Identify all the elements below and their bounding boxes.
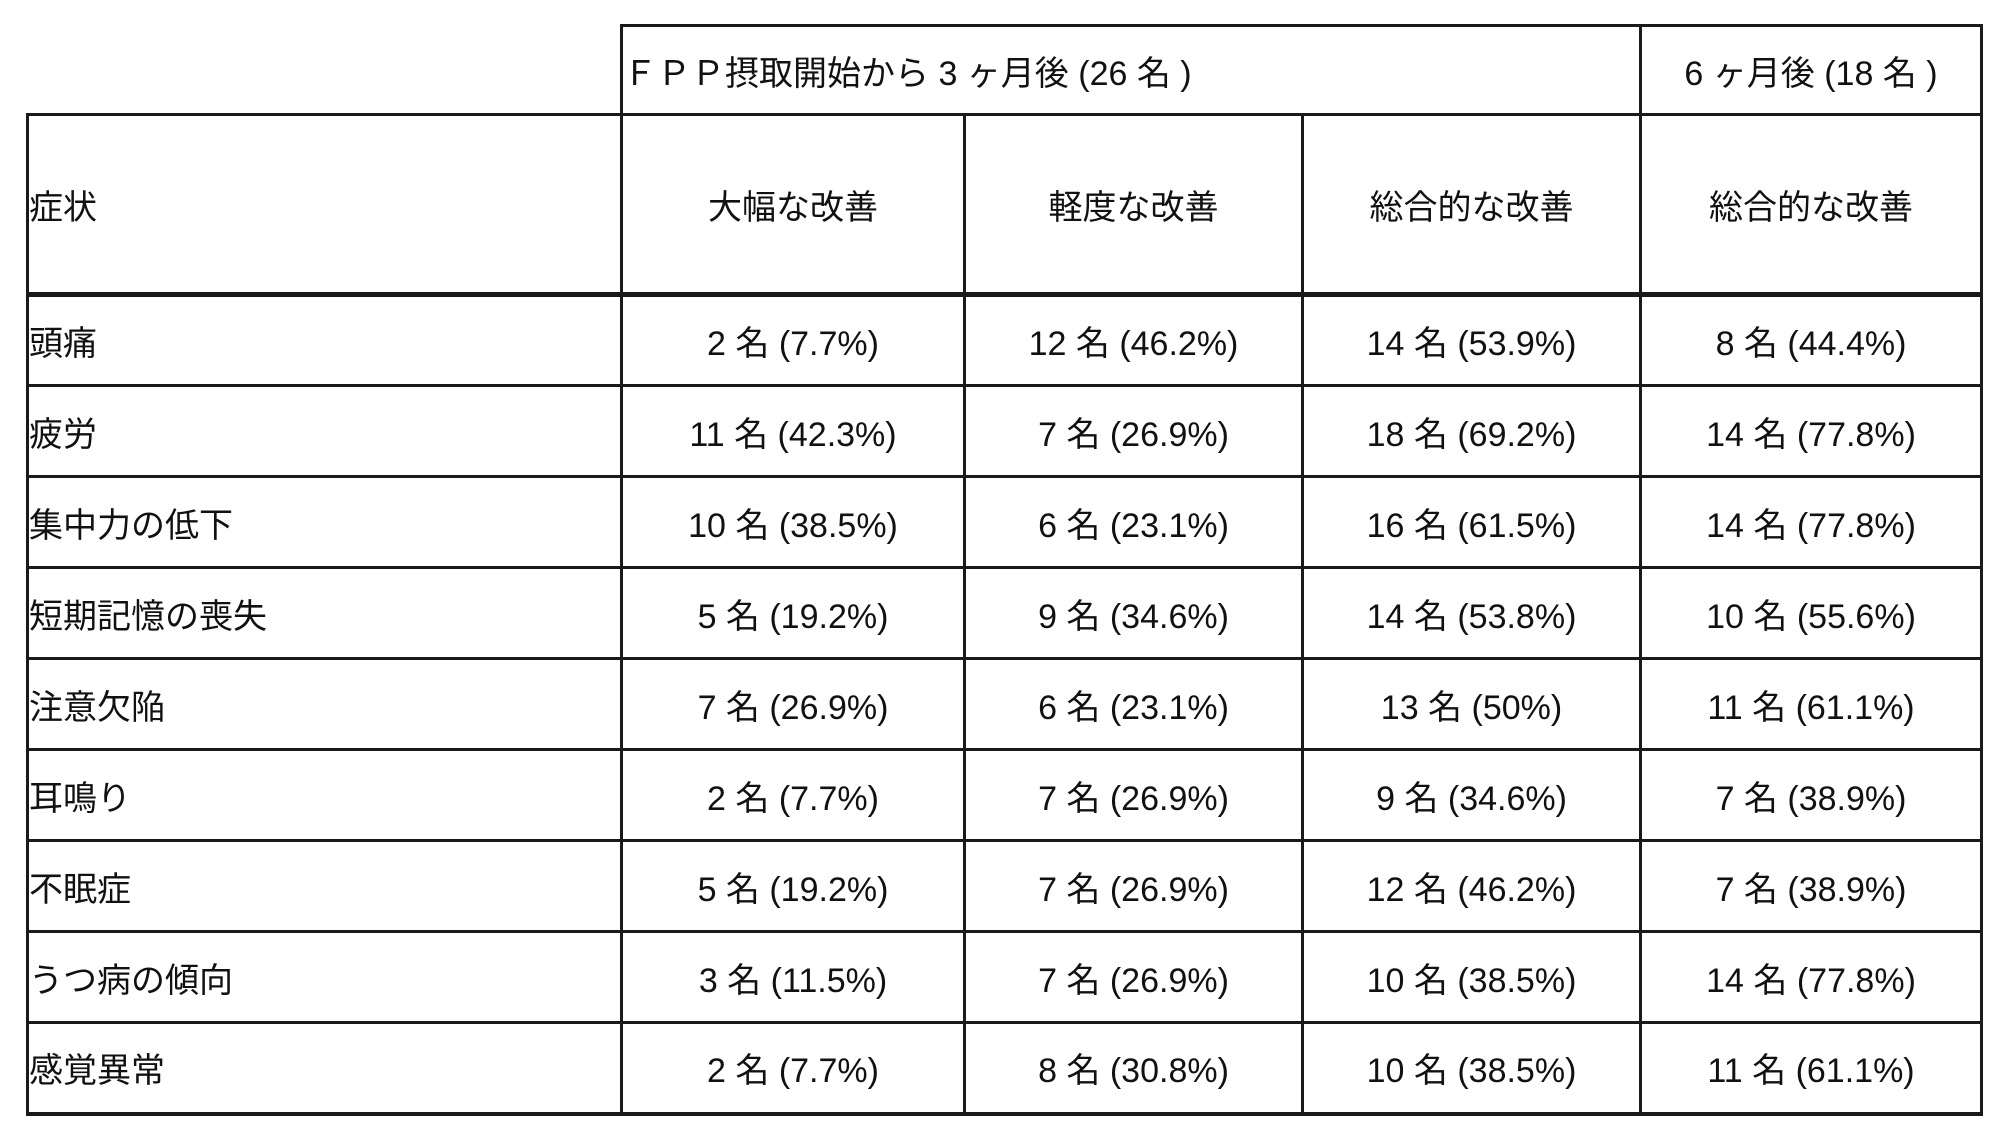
column-header-row: 症状 大幅な改善 軽度な改善 総合的な改善 総合的な改善 <box>26 113 1984 297</box>
value-cell: 12 名 (46.2%) <box>963 293 1304 387</box>
symptom-cell: 感覚異常 <box>26 1021 623 1115</box>
value-cell: 14 名 (77.8%) <box>1639 475 1984 569</box>
value-cell: 14 名 (77.8%) <box>1639 930 1984 1024</box>
table-row-fatigue: 疲労 11 名 (42.3%) 7 名 (26.9%) 18 名 (69.2%)… <box>26 384 1984 478</box>
symptom-cell: 耳鳴り <box>26 748 623 842</box>
value-cell: 16 名 (61.5%) <box>1300 475 1643 569</box>
symptom-cell: 疲労 <box>26 384 623 478</box>
value-cell: 10 名 (38.5%) <box>1300 1021 1643 1115</box>
value-cell: 7 名 (26.9%) <box>620 657 966 751</box>
value-cell: 9 名 (34.6%) <box>1300 748 1643 842</box>
col-header-symptom: 症状 <box>26 113 623 297</box>
col-header-overall-improvement-3m: 総合的な改善 <box>1300 113 1643 297</box>
blank-corner-cell <box>27 25 622 115</box>
value-cell: 11 名 (42.3%) <box>620 384 966 478</box>
col-header-mild-improvement: 軽度な改善 <box>963 113 1304 297</box>
value-cell: 14 名 (53.9%) <box>1300 293 1643 387</box>
top-header-row: ＦＰＰ摂取開始から 3 ヶ月後 (26 名 ) 6 ヶ月後 (18 名 ) <box>27 24 1984 116</box>
value-cell: 8 名 (44.4%) <box>1639 293 1984 387</box>
value-cell: 6 名 (23.1%) <box>963 475 1304 569</box>
value-cell: 11 名 (61.1%) <box>1639 657 1984 751</box>
value-cell: 2 名 (7.7%) <box>620 293 966 387</box>
value-cell: 7 名 (38.9%) <box>1639 839 1984 933</box>
table-row-depression: うつ病の傾向 3 名 (11.5%) 7 名 (26.9%) 10 名 (38.… <box>26 930 1984 1024</box>
table-row-paresthesia: 感覚異常 2 名 (7.7%) 8 名 (30.8%) 10 名 (38.5%)… <box>26 1021 1984 1115</box>
table-row-attention-deficit: 注意欠陥 7 名 (26.9%) 6 名 (23.1%) 13 名 (50%) … <box>26 657 1984 751</box>
col-header-overall-improvement-6m: 総合的な改善 <box>1639 113 1984 297</box>
col-header-major-improvement: 大幅な改善 <box>620 113 966 297</box>
value-cell: 7 名 (26.9%) <box>963 384 1304 478</box>
table-row-insomnia: 不眠症 5 名 (19.2%) 7 名 (26.9%) 12 名 (46.2%)… <box>26 839 1984 933</box>
table-row-memory-loss: 短期記憶の喪失 5 名 (19.2%) 9 名 (34.6%) 14 名 (53… <box>26 566 1984 660</box>
symptom-cell: 不眠症 <box>26 839 623 933</box>
top-header-3month: ＦＰＰ摂取開始から 3 ヶ月後 (26 名 ) <box>619 24 1643 116</box>
value-cell: 2 名 (7.7%) <box>620 1021 966 1115</box>
value-cell: 5 名 (19.2%) <box>620 566 966 660</box>
value-cell: 10 名 (38.5%) <box>620 475 966 569</box>
table-row-concentration: 集中力の低下 10 名 (38.5%) 6 名 (23.1%) 16 名 (61… <box>26 475 1984 569</box>
symptom-cell: 注意欠陥 <box>26 657 623 751</box>
value-cell: 13 名 (50%) <box>1300 657 1643 751</box>
value-cell: 9 名 (34.6%) <box>963 566 1304 660</box>
value-cell: 10 名 (38.5%) <box>1300 930 1643 1024</box>
symptom-cell: 頭痛 <box>26 293 623 387</box>
top-header-6month: 6 ヶ月後 (18 名 ) <box>1639 24 1984 116</box>
symptom-cell: 短期記憶の喪失 <box>26 566 623 660</box>
value-cell: 14 名 (53.8%) <box>1300 566 1643 660</box>
value-cell: 12 名 (46.2%) <box>1300 839 1643 933</box>
value-cell: 7 名 (26.9%) <box>963 839 1304 933</box>
value-cell: 7 名 (26.9%) <box>963 930 1304 1024</box>
value-cell: 6 名 (23.1%) <box>963 657 1304 751</box>
value-cell: 7 名 (38.9%) <box>1639 748 1984 842</box>
symptom-cell: 集中力の低下 <box>26 475 623 569</box>
value-cell: 8 名 (30.8%) <box>963 1021 1304 1115</box>
table-row-headache: 頭痛 2 名 (7.7%) 12 名 (46.2%) 14 名 (53.9%) … <box>26 293 1984 387</box>
value-cell: 18 名 (69.2%) <box>1300 384 1643 478</box>
value-cell: 14 名 (77.8%) <box>1639 384 1984 478</box>
symptom-cell: うつ病の傾向 <box>26 930 623 1024</box>
table-row-tinnitus: 耳鳴り 2 名 (7.7%) 7 名 (26.9%) 9 名 (34.6%) 7… <box>26 748 1984 842</box>
value-cell: 11 名 (61.1%) <box>1639 1021 1984 1115</box>
symptom-improvement-table: ＦＰＰ摂取開始から 3 ヶ月後 (26 名 ) 6 ヶ月後 (18 名 ) 症状… <box>26 24 1984 1116</box>
value-cell: 10 名 (55.6%) <box>1639 566 1984 660</box>
value-cell: 3 名 (11.5%) <box>620 930 966 1024</box>
value-cell: 2 名 (7.7%) <box>620 748 966 842</box>
value-cell: 7 名 (26.9%) <box>963 748 1304 842</box>
value-cell: 5 名 (19.2%) <box>620 839 966 933</box>
